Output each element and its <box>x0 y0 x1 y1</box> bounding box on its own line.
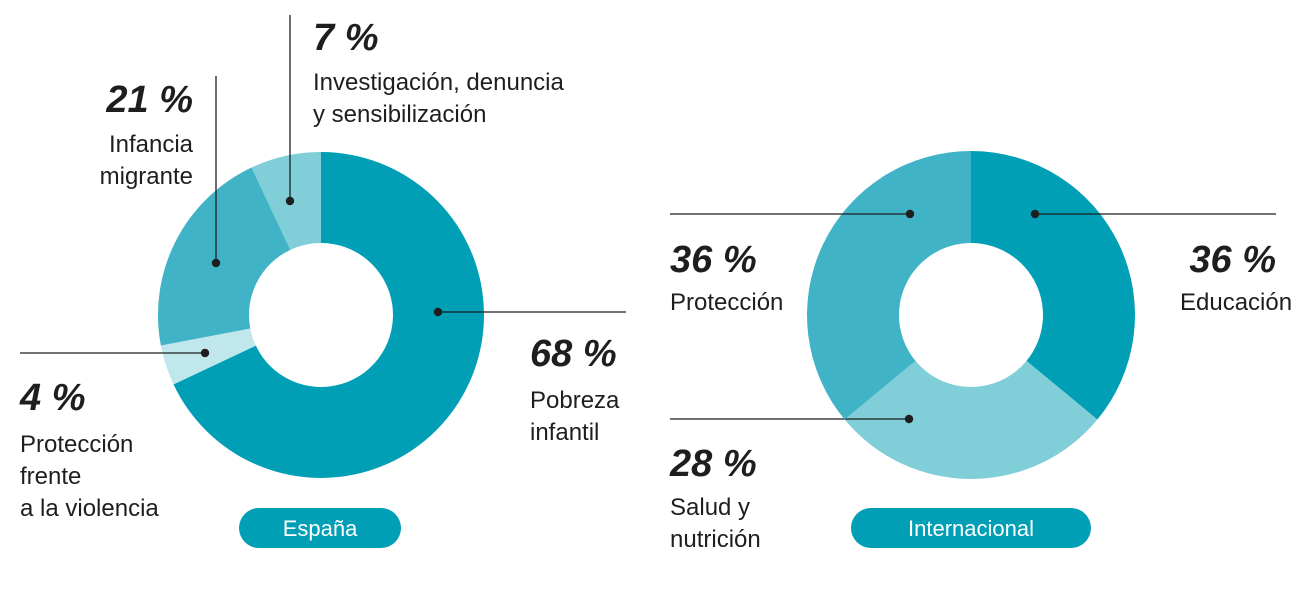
category-label-line: Pobreza <box>530 387 620 414</box>
slice-proteccion-frente-a-la-violencia <box>160 328 256 385</box>
category-label-line: nutrición <box>670 526 761 553</box>
category-label-line: Protección <box>20 431 133 458</box>
category-label-investigacion-denuncia-y-sensibilizacion: Investigación, denuncia y sensibilización <box>313 69 564 128</box>
chart-title: España <box>283 516 358 541</box>
category-label-educacion: Educación <box>1180 289 1292 316</box>
leader-dot-proteccion <box>905 209 915 219</box>
slice-educacion <box>971 151 1135 420</box>
category-label-line: Educación <box>1180 289 1292 316</box>
percent-label-educacion: 36 % <box>1189 239 1276 281</box>
category-label-proteccion-frente-a-la-violencia: Protección frente a la violencia <box>20 431 159 522</box>
region-pill-espana: España <box>239 508 401 548</box>
category-label-line: infantil <box>530 419 599 446</box>
percent-label-pobreza-infantil: 68 % <box>530 333 617 375</box>
slice-pobreza-infantil <box>173 152 484 479</box>
region-pill-internacional: Internacional <box>851 508 1091 548</box>
donut-chart-espana: 68 % Pobreza infantil 4 % Protección frente a … <box>19 15 626 548</box>
region-pill-background <box>851 508 1091 548</box>
category-label-line: Salud y <box>670 494 750 521</box>
leader-dot-educacion <box>1030 209 1040 219</box>
leader-dot-salud-y-nutricion <box>904 414 914 424</box>
percent-label-proteccion-frente-a-la-violencia: 4 % <box>19 377 85 419</box>
category-label-line: y sensibilización <box>313 101 486 128</box>
category-label-salud-y-nutricion: Salud y nutrición <box>670 494 761 553</box>
category-label-line: frente <box>20 463 81 490</box>
category-label-line: a la violencia <box>20 495 159 522</box>
slice-infancia-migrante <box>157 167 291 346</box>
chart-title: Internacional <box>908 516 1034 541</box>
leader-dot-proteccion-frente-a-la-violencia <box>200 348 210 358</box>
slice-salud-y-nutricion <box>844 360 1098 479</box>
percent-label-infancia-migrante: 21 % <box>105 79 193 121</box>
leader-dot-investigacion-denuncia-y-sensibilizacion <box>285 196 295 206</box>
percent-label-investigacion-denuncia-y-sensibilizacion: 7 % <box>313 17 378 59</box>
percent-label-proteccion: 36 % <box>670 239 757 281</box>
category-label-line: Infancia <box>109 131 194 158</box>
leader-dot-pobreza-infantil <box>433 307 443 317</box>
percent-label-salud-y-nutricion: 28 % <box>669 443 757 485</box>
category-label-infancia-migrante: Infancia migrante <box>100 131 194 190</box>
category-label-line: Protección <box>670 289 783 316</box>
category-label-pobreza-infantil: Pobreza infantil <box>530 387 620 446</box>
category-label-line: Investigación, denuncia <box>313 69 564 96</box>
leader-dot-infancia-migrante <box>211 258 221 268</box>
donut-chart-internacional: 36 % Educación 28 % Salud y nutrición 36 % Pro… <box>669 151 1292 553</box>
slice-proteccion <box>806 151 971 420</box>
region-pill-background <box>239 508 401 548</box>
category-label-line: migrante <box>100 163 193 190</box>
category-label-proteccion: Protección <box>670 289 783 316</box>
